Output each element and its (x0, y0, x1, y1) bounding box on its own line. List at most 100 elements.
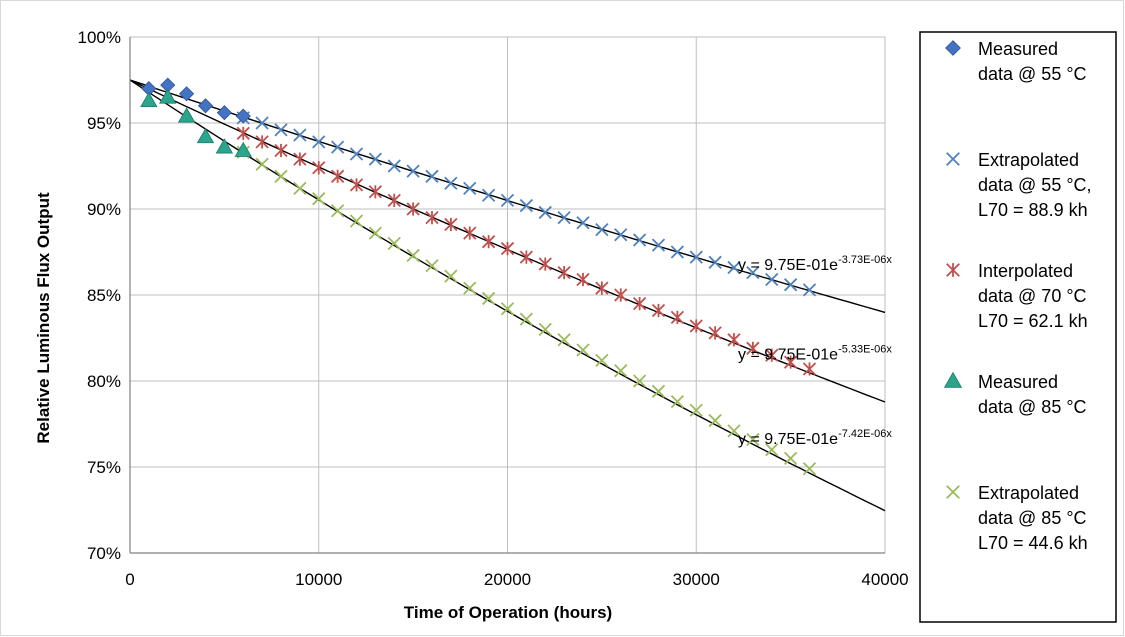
legend: Measured data @ 55 °C Extrapolated data @ 5… (919, 31, 1117, 623)
data-point-x (783, 278, 798, 292)
trendline-equation-exponent: -5.33E-06x (838, 343, 892, 355)
legend-marker-diamond (945, 40, 961, 56)
data-points (140, 77, 817, 476)
data-point-asterisk (330, 169, 345, 183)
data-point-x (255, 116, 269, 130)
data-point-x (538, 205, 552, 220)
legend-marker-asterisk (946, 263, 960, 277)
trendline-equation-exponent: -3.73E-06x (838, 254, 892, 266)
y-tick-label: 100% (78, 28, 121, 47)
data-point-x (557, 333, 571, 347)
data-point-x (746, 432, 760, 447)
data-point-triangle (177, 107, 196, 123)
data-point-x (538, 322, 552, 337)
data-point-asterisk (765, 348, 779, 362)
data-point-x (349, 214, 364, 228)
data-point-x (670, 245, 685, 259)
data-point-asterisk (727, 333, 741, 347)
y-tick-label: 70% (87, 544, 121, 563)
x-tick-label: 40000 (861, 570, 908, 589)
legend-entry-text: data @ 85 °C (978, 508, 1087, 528)
data-point-x (576, 216, 590, 230)
data-point-x (557, 210, 571, 225)
data-point-diamond (216, 105, 232, 121)
data-point-x (651, 238, 666, 252)
data-point-asterisk (274, 143, 288, 158)
data-point-x (708, 255, 722, 269)
trendline-equation: y = 9.75E-01e-5.33E-06x (738, 343, 892, 363)
data-point-asterisk (746, 341, 760, 355)
data-point-x (670, 395, 685, 409)
data-point-x (425, 259, 439, 273)
data-point-x (802, 283, 817, 297)
data-point-x (651, 384, 666, 398)
data-point-asterisk (783, 355, 798, 369)
data-point-x (595, 223, 609, 237)
y-tick-label: 75% (87, 458, 121, 477)
legend-entry-text: L70 = 88.9 kh (978, 200, 1088, 220)
data-point-x (708, 413, 722, 428)
data-point-asterisk (349, 178, 364, 192)
data-point-asterisk (519, 250, 534, 264)
data-point-asterisk (708, 326, 722, 340)
data-point-x (576, 343, 590, 357)
data-point-x (293, 181, 307, 195)
legend-entry-text: data @ 70 °C (978, 286, 1087, 306)
data-point-x (387, 159, 401, 173)
legend-entry-text: Measured (978, 372, 1058, 392)
data-point-x (425, 169, 439, 183)
data-point-asterisk (595, 281, 609, 295)
data-point-x (783, 451, 798, 466)
data-point-triangle (215, 138, 234, 154)
trendline-equation-base: y = 9.75E-01e (738, 431, 838, 448)
data-point-triangle (140, 91, 158, 108)
data-point-x (406, 164, 420, 178)
data-point-asterisk (632, 296, 647, 311)
x-tick-label: 0 (125, 570, 134, 589)
data-point-x (368, 226, 383, 240)
data-point-x (614, 364, 628, 378)
legend-entry-text: Extrapolated (978, 483, 1079, 503)
data-point-asterisk (444, 217, 458, 232)
data-point-x (632, 233, 647, 247)
data-point-asterisk (463, 226, 477, 240)
trendline-equation-base: y = 9.75E-01e (738, 257, 838, 274)
legend-entry-text: L70 = 62.1 kh (978, 311, 1088, 331)
data-point-x (519, 312, 534, 326)
data-point-asterisk (538, 257, 552, 271)
data-point-asterisk (312, 161, 326, 175)
data-point-x (481, 291, 496, 306)
data-point-x (293, 128, 307, 142)
data-point-asterisk (689, 319, 703, 333)
data-point-asterisk (255, 135, 269, 149)
data-point-asterisk (802, 362, 817, 376)
data-point-x (368, 152, 383, 166)
data-point-x (519, 198, 534, 213)
data-point-x (387, 236, 401, 251)
y-tick-label: 95% (87, 114, 121, 133)
data-point-x (765, 443, 779, 457)
trendline-equation: y = 9.75E-01e-3.73E-06x (738, 254, 892, 274)
data-point-triangle (234, 141, 252, 157)
data-point-x (274, 169, 288, 183)
data-point-x (406, 248, 420, 263)
data-point-asterisk (387, 193, 401, 208)
trendline-equation-exponent: -7.42E-06x (838, 428, 892, 440)
data-point-asterisk (368, 185, 383, 199)
data-point-asterisk (425, 210, 439, 225)
data-point-diamond (179, 86, 195, 102)
legend-box (919, 31, 1117, 623)
data-point-x (481, 188, 496, 202)
data-point-x (689, 403, 703, 417)
data-point-x (274, 123, 288, 137)
data-point-asterisk (481, 235, 496, 249)
data-point-x (689, 250, 703, 264)
data-point-x (255, 157, 269, 171)
data-point-triangle (159, 88, 177, 104)
y-axis-title: Relative Luminous Flux Output (34, 192, 53, 444)
data-point-asterisk (406, 202, 420, 216)
grid (130, 36, 886, 553)
